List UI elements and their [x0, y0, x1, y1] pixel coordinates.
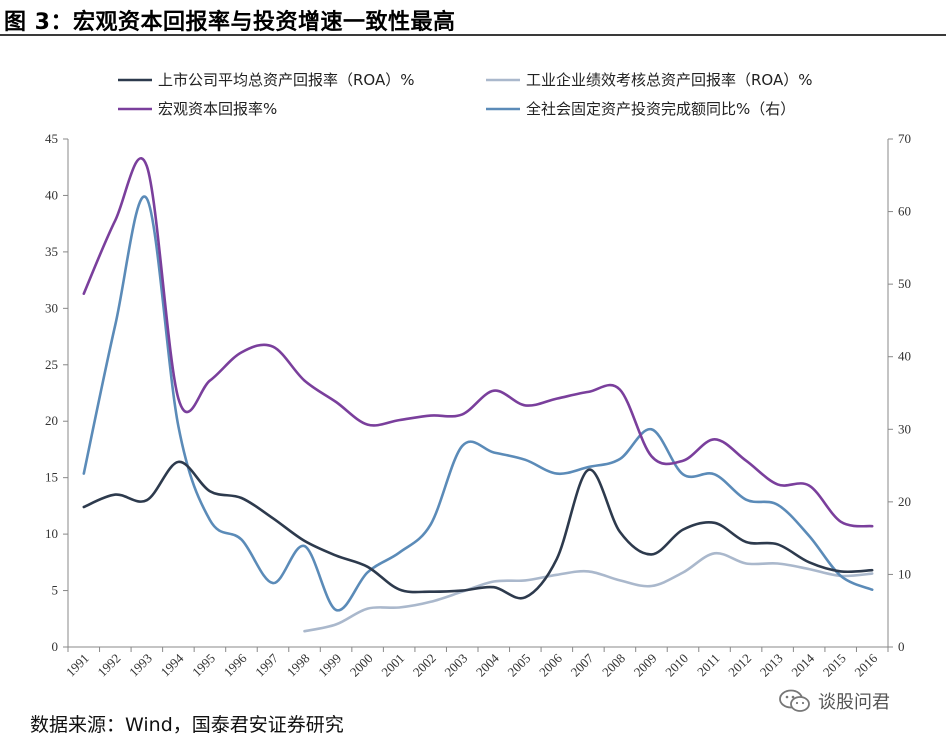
legend-label-4: 全社会固定资产投资完成额同比%（右）	[526, 100, 795, 118]
x-tick-label: 2005	[504, 651, 533, 680]
legend-label-1: 上市公司平均总资产回报率（ROA）%	[158, 71, 414, 89]
x-tick-label: 2016	[851, 650, 880, 679]
x-tick-label: 2003	[441, 651, 470, 680]
right-tick-label: 70	[898, 131, 911, 146]
legend-label-2: 工业企业绩效考核总资产回报率（ROA）%	[526, 71, 812, 89]
right-tick-label: 30	[898, 421, 911, 436]
series-line-2	[303, 551, 874, 633]
x-tick-label: 1996	[221, 650, 250, 679]
left-tick-label: 35	[45, 244, 58, 259]
x-tick-label: 1991	[63, 651, 92, 680]
left-tick-label: 5	[52, 583, 59, 598]
right-tick-label: 60	[898, 204, 911, 219]
chart-series-lines	[82, 156, 874, 633]
series-line-3	[82, 156, 874, 528]
right-tick-label: 0	[898, 639, 905, 654]
x-tick-label: 1995	[189, 651, 218, 680]
data-source-note: 数据来源：Wind，国泰君安证券研究	[30, 714, 344, 736]
x-tick-label: 2013	[757, 651, 786, 680]
chart-legend: 上市公司平均总资产回报率（ROA）% 工业企业绩效考核总资产回报率（ROA）% 宏观…	[118, 71, 812, 118]
watermark: 谈股问君	[778, 688, 890, 714]
x-tick-label: 2008	[599, 651, 628, 680]
x-tick-label: 2015	[820, 651, 849, 680]
left-tick-label: 15	[45, 470, 58, 485]
series-line-4	[82, 195, 874, 612]
x-tick-label: 2011	[694, 651, 723, 680]
x-tick-label: 1997	[252, 650, 281, 679]
left-tick-label: 45	[45, 131, 58, 146]
x-tick-label: 2001	[378, 651, 407, 680]
left-tick-label: 40	[45, 187, 58, 202]
left-tick-label: 25	[45, 357, 58, 372]
x-tick-label: 2000	[347, 651, 376, 680]
right-tick-label: 50	[898, 276, 911, 291]
chat-bubbles-icon	[779, 689, 810, 712]
x-tick-label: 2010	[662, 651, 691, 680]
x-tick-label: 2012	[725, 651, 754, 680]
x-tick-label: 1999	[315, 651, 344, 680]
left-tick-label: 10	[45, 526, 58, 541]
x-tick-label: 2007	[568, 650, 597, 679]
x-tick-label: 2004	[473, 650, 502, 679]
legend-label-3: 宏观资本回报率%	[158, 100, 277, 118]
x-tick-label: 1993	[126, 651, 155, 680]
x-tick-label: 1992	[94, 651, 123, 680]
x-tick-label: 1998	[284, 651, 313, 680]
x-tick-label: 2009	[631, 651, 660, 680]
title-divider	[0, 34, 946, 36]
x-tick-label: 2014	[788, 650, 817, 679]
x-tick-label: 2006	[536, 650, 565, 679]
right-tick-label: 10	[898, 566, 911, 581]
right-tick-label: 20	[898, 494, 911, 509]
chart-title: 图 3：宏观资本回报率与投资增速一致性最高	[4, 10, 456, 35]
left-tick-label: 0	[52, 639, 59, 654]
x-tick-label: 1994	[158, 650, 187, 679]
x-tick-label: 2002	[410, 651, 439, 680]
left-tick-label: 30	[45, 300, 58, 315]
right-tick-label: 40	[898, 349, 911, 364]
watermark-text: 谈股问君	[818, 692, 890, 713]
left-tick-label: 20	[45, 413, 58, 428]
series-line-1	[82, 460, 874, 600]
